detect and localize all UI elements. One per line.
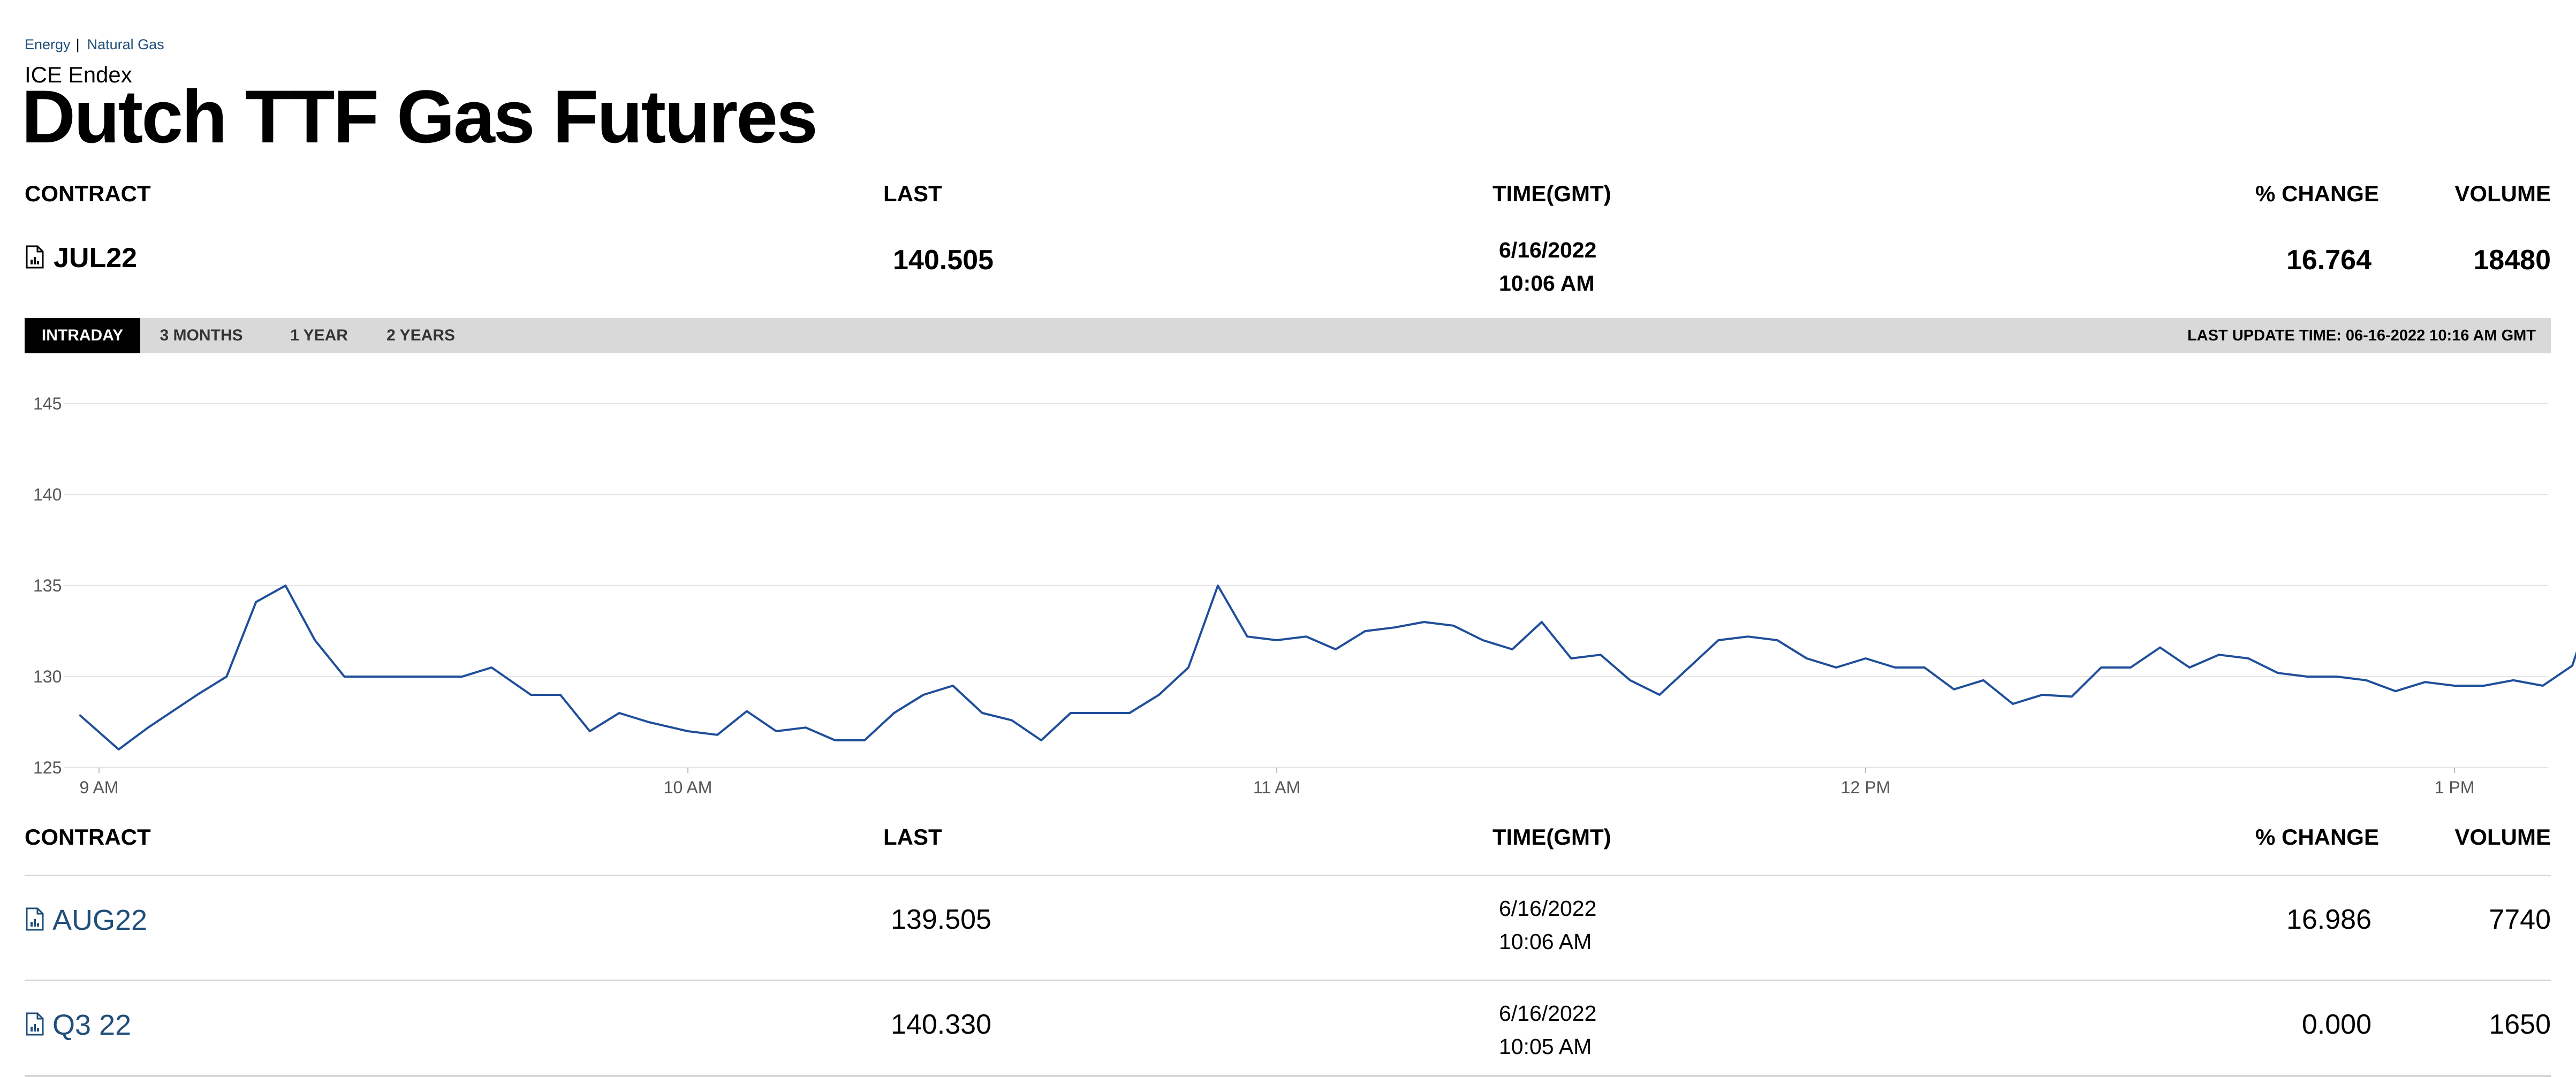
x-tick-label: 11 AM (1253, 778, 1300, 797)
intraday-price-chart: 125 130 135 140 145 9 AM 10 AM 11 AM 12 PM 1 PM (33, 394, 2576, 797)
row-divider (25, 980, 2551, 981)
x-tick-label: 10 AM (664, 778, 713, 797)
tab-3-months[interactable]: 3 MONTHS (160, 327, 243, 344)
x-tick-label: 1 PM (2435, 778, 2475, 797)
x-tick-label: 12 PM (1841, 778, 1890, 797)
page-title: Dutch TTF Gas Futures (21, 74, 818, 158)
x-tick-label: 9 AM (80, 778, 119, 797)
main-change: 16.764 (2286, 245, 2372, 276)
breadcrumb-natural-gas[interactable]: Natural Gas (87, 36, 164, 52)
list-header-contract: CONTRACT (25, 824, 151, 850)
table-row: Q3 22 (25, 1008, 131, 1042)
chart-document-icon[interactable] (25, 1012, 45, 1038)
last-price: 140.330 (891, 1009, 991, 1040)
range-tab-bar: INTRADAY 3 MONTHS 1 YEAR 2 YEARS LAST UP… (25, 318, 2551, 353)
row-divider (25, 875, 2551, 876)
list-header-last: LAST (883, 824, 942, 850)
contract-link[interactable]: AUG22 (52, 904, 148, 936)
percent-change: 16.986 (2286, 904, 2372, 935)
tab-1-year[interactable]: 1 YEAR (290, 327, 348, 344)
percent-change: 0.000 (2301, 1009, 2372, 1040)
last-price: 139.505 (891, 904, 991, 935)
tab-2-years[interactable]: 2 YEARS (387, 327, 455, 344)
volume: 1650 (2489, 1009, 2551, 1040)
column-header-last: LAST (883, 181, 942, 206)
main-time-date: 6/16/2022 (1499, 238, 1597, 262)
main-volume: 18480 (2473, 245, 2551, 276)
y-tick-label: 130 (33, 667, 62, 686)
y-tick-label: 135 (33, 576, 62, 595)
list-header-change: % CHANGE (2255, 824, 2379, 850)
list-header-time: TIME(GMT) (1492, 824, 1611, 850)
breadcrumb-energy[interactable]: Energy (25, 36, 71, 52)
breadcrumb: Energy | Natural Gas (25, 36, 164, 53)
column-header-time: TIME(GMT) (1492, 181, 1611, 206)
main-contract: JUL22 (25, 242, 137, 274)
main-contract-name: JUL22 (54, 242, 138, 274)
last-update-time: LAST UPDATE TIME: 06-16-2022 10:16 AM GM… (2187, 327, 2536, 344)
time-date: 6/16/2022 (1499, 896, 1597, 921)
column-header-volume: VOLUME (2454, 181, 2551, 206)
time-clock: 10:05 AM (1499, 1034, 1592, 1059)
chart-document-icon[interactable] (25, 245, 45, 271)
column-header-change: % CHANGE (2255, 181, 2379, 206)
row-divider (25, 1075, 2551, 1077)
contract-link[interactable]: Q3 22 (52, 1009, 132, 1041)
time-cell: 6/16/2022 10:06 AM (1499, 892, 1596, 958)
tab-intraday[interactable]: INTRADAY (25, 318, 140, 353)
y-tick-label: 125 (33, 758, 62, 777)
breadcrumb-separator: | (75, 36, 80, 52)
main-time-clock: 10:06 AM (1499, 271, 1595, 295)
exchange-name: ICE Endex (25, 62, 132, 87)
volume: 7740 (2489, 904, 2551, 935)
time-date: 6/16/2022 (1499, 1001, 1597, 1026)
table-row: AUG22 (25, 904, 147, 937)
time-cell: 6/16/2022 10:05 AM (1499, 997, 1596, 1063)
chart-document-icon[interactable] (25, 907, 45, 934)
y-tick-label: 140 (33, 485, 62, 504)
main-time: 6/16/2022 10:06 AM (1499, 233, 1596, 300)
time-clock: 10:06 AM (1499, 929, 1592, 954)
price-series-line (78, 585, 2576, 750)
list-header-volume: VOLUME (2454, 824, 2551, 850)
column-header-contract: CONTRACT (25, 181, 151, 206)
y-tick-label: 145 (33, 394, 62, 413)
main-last-price: 140.505 (893, 245, 994, 276)
